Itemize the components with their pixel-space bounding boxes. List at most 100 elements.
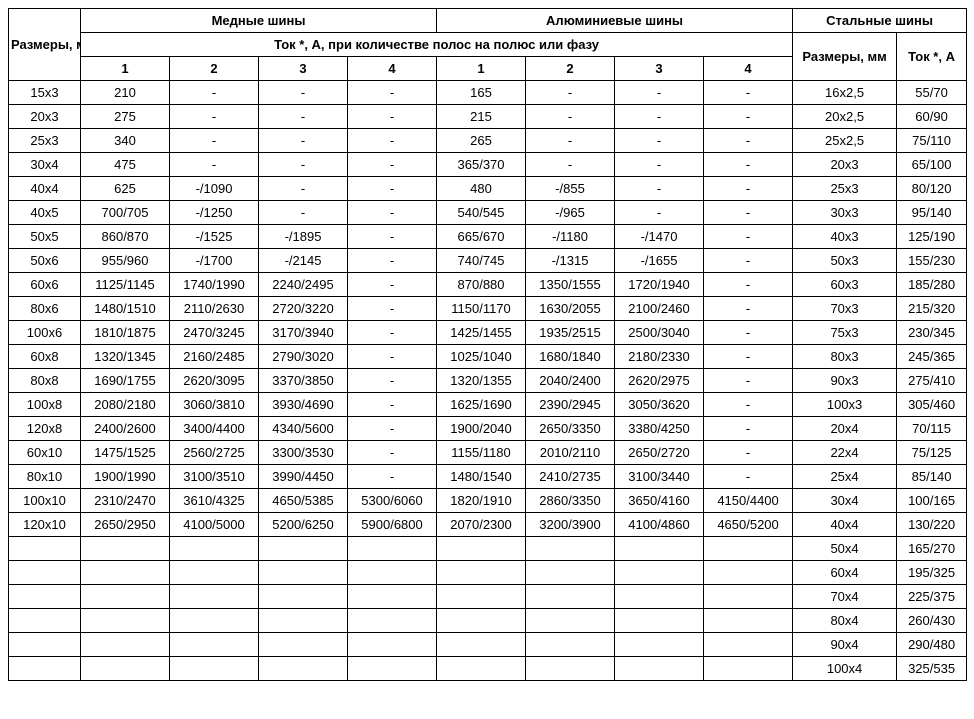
cell-data: 1680/1840 (526, 345, 615, 369)
table-row: 80x101900/19903100/35103990/4450-1480/15… (9, 465, 967, 489)
cell-data (81, 609, 170, 633)
table-row: 100x4325/535 (9, 657, 967, 681)
cell-data: -/1525 (170, 225, 259, 249)
cell-data: 2310/2470 (81, 489, 170, 513)
cell-steel-current: 95/140 (897, 201, 967, 225)
sub-col-al-2: 2 (526, 57, 615, 81)
cell-steel-size: 70x4 (793, 585, 897, 609)
cell-data (259, 561, 348, 585)
table-row: 80x4260/430 (9, 609, 967, 633)
cell-data: - (704, 465, 793, 489)
sub-col-al-3: 3 (615, 57, 704, 81)
cell-data: - (615, 153, 704, 177)
cell-steel-current: 60/90 (897, 105, 967, 129)
cell-steel-size: 50x3 (793, 249, 897, 273)
cell-data: 2860/3350 (526, 489, 615, 513)
cell-steel-size: 75x3 (793, 321, 897, 345)
cell-steel-size: 80x4 (793, 609, 897, 633)
sub-col-al-4: 4 (704, 57, 793, 81)
table-body: 15x3210---165---16x2,555/7020x3275---215… (9, 81, 967, 681)
cell-steel-current: 130/220 (897, 513, 967, 537)
cell-data: 2650/2950 (81, 513, 170, 537)
cell-data (526, 561, 615, 585)
cell-data: 3200/3900 (526, 513, 615, 537)
cell-data: 5900/6800 (348, 513, 437, 537)
cell-data: 2620/3095 (170, 369, 259, 393)
cell-size: 80x6 (9, 297, 81, 321)
sub-col-al-1: 1 (437, 57, 526, 81)
cell-steel-size: 22x4 (793, 441, 897, 465)
cell-data: 2650/2720 (615, 441, 704, 465)
cell-data (526, 657, 615, 681)
cell-size: 120x8 (9, 417, 81, 441)
col-group-aluminum: Алюминиевые шины (437, 9, 793, 33)
cell-steel-size: 50x4 (793, 537, 897, 561)
cell-data: -/1895 (259, 225, 348, 249)
cell-data: -/1090 (170, 177, 259, 201)
cell-data: - (704, 201, 793, 225)
cell-data (259, 657, 348, 681)
table-row: 70x4225/375 (9, 585, 967, 609)
cell-steel-current: 165/270 (897, 537, 967, 561)
cell-data: 2790/3020 (259, 345, 348, 369)
cell-data (437, 633, 526, 657)
cell-steel-current: 100/165 (897, 489, 967, 513)
cell-data: - (704, 393, 793, 417)
cell-data: - (348, 465, 437, 489)
table-row: 120x102650/29504100/50005200/62505900/68… (9, 513, 967, 537)
cell-data: 1025/1040 (437, 345, 526, 369)
cell-data (526, 633, 615, 657)
table-row: 20x3275---215---20x2,560/90 (9, 105, 967, 129)
cell-data (81, 561, 170, 585)
cell-steel-current: 225/375 (897, 585, 967, 609)
cell-data: -/855 (526, 177, 615, 201)
cell-data: - (704, 81, 793, 105)
cell-data: 1320/1355 (437, 369, 526, 393)
cell-size: 50x6 (9, 249, 81, 273)
cell-data: - (348, 273, 437, 297)
cell-data: -/1470 (615, 225, 704, 249)
cell-data: - (348, 249, 437, 273)
cell-data: -/2145 (259, 249, 348, 273)
table-header: Размеры, мм Медные шины Алюминиевые шины… (9, 9, 967, 81)
cell-data (704, 585, 793, 609)
cell-size: 80x8 (9, 369, 81, 393)
cell-data: 2620/2975 (615, 369, 704, 393)
cell-data: - (704, 369, 793, 393)
cell-data: 3170/3940 (259, 321, 348, 345)
cell-data: 1155/1180 (437, 441, 526, 465)
cell-data: 3930/4690 (259, 393, 348, 417)
cell-data (704, 609, 793, 633)
cell-data: 2500/3040 (615, 321, 704, 345)
cell-steel-current: 75/125 (897, 441, 967, 465)
cell-size: 15x3 (9, 81, 81, 105)
cell-data (437, 585, 526, 609)
cell-size: 100x10 (9, 489, 81, 513)
cell-data: - (348, 81, 437, 105)
cell-data (348, 609, 437, 633)
cell-data: - (170, 81, 259, 105)
cell-data (170, 657, 259, 681)
cell-steel-current: 185/280 (897, 273, 967, 297)
cell-data: - (526, 153, 615, 177)
table-row: 50x4165/270 (9, 537, 967, 561)
cell-steel-size: 20x4 (793, 417, 897, 441)
cell-data (437, 609, 526, 633)
cell-data: 665/670 (437, 225, 526, 249)
cell-size: 60x10 (9, 441, 81, 465)
col-steel-sizes: Размеры, мм (793, 33, 897, 81)
cell-steel-size: 16x2,5 (793, 81, 897, 105)
cell-data (170, 585, 259, 609)
sub-col-cu-3: 3 (259, 57, 348, 81)
cell-data (615, 537, 704, 561)
cell-data (437, 657, 526, 681)
cell-data: - (615, 105, 704, 129)
cell-data (437, 561, 526, 585)
cell-data: 1690/1755 (81, 369, 170, 393)
cell-data: 3370/3850 (259, 369, 348, 393)
cell-steel-size: 60x3 (793, 273, 897, 297)
cell-data: - (704, 177, 793, 201)
cell-steel-size: 100x3 (793, 393, 897, 417)
table-row: 100x61810/18752470/32453170/3940-1425/14… (9, 321, 967, 345)
table-row: 30x4475---365/370---20x365/100 (9, 153, 967, 177)
